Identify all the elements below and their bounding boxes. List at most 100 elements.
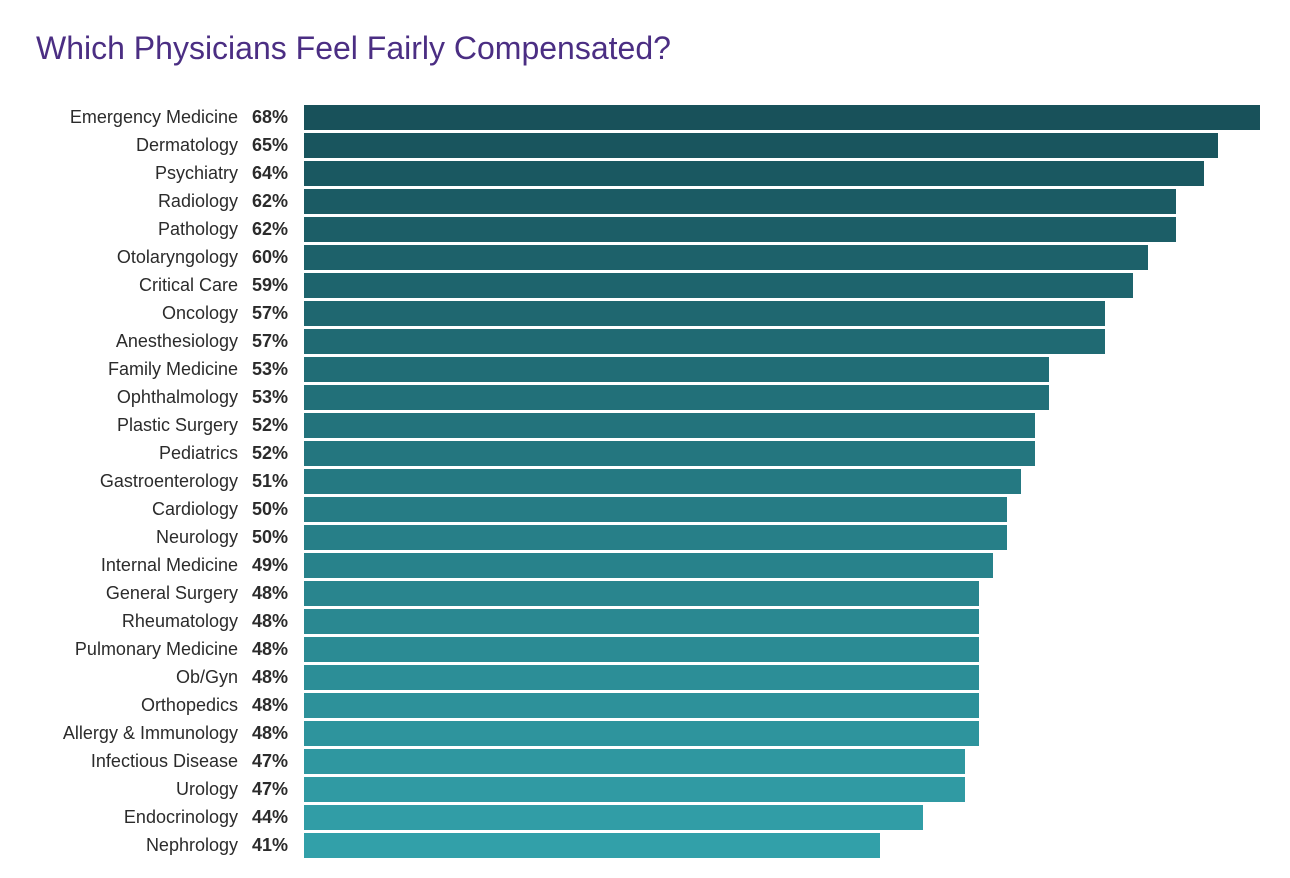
bar-fill — [304, 469, 1021, 494]
row-percent: 41% — [252, 835, 304, 856]
bar-track — [304, 553, 1260, 578]
chart-row: Emergency Medicine68% — [30, 105, 1260, 130]
bar-fill — [304, 273, 1133, 298]
bar-track — [304, 637, 1260, 662]
row-label: Nephrology — [30, 835, 252, 856]
bar-fill — [304, 329, 1105, 354]
row-percent: 48% — [252, 583, 304, 604]
bar-track — [304, 105, 1260, 130]
row-percent: 57% — [252, 331, 304, 352]
row-percent: 49% — [252, 555, 304, 576]
chart-row: Critical Care59% — [30, 273, 1260, 298]
row-label: Ob/Gyn — [30, 667, 252, 688]
row-label: Rheumatology — [30, 611, 252, 632]
row-percent: 53% — [252, 387, 304, 408]
row-percent: 50% — [252, 499, 304, 520]
chart-row: Internal Medicine49% — [30, 553, 1260, 578]
row-label: Emergency Medicine — [30, 107, 252, 128]
row-label: Allergy & Immunology — [30, 723, 252, 744]
bar-track — [304, 413, 1260, 438]
chart-row: Cardiology50% — [30, 497, 1260, 522]
bar-track — [304, 161, 1260, 186]
row-percent: 50% — [252, 527, 304, 548]
chart-row: Radiology62% — [30, 189, 1260, 214]
row-percent: 62% — [252, 191, 304, 212]
chart-row: General Surgery48% — [30, 581, 1260, 606]
bar-track — [304, 581, 1260, 606]
bar-fill — [304, 217, 1176, 242]
chart-row: Plastic Surgery52% — [30, 413, 1260, 438]
chart-row: Nephrology41% — [30, 833, 1260, 858]
chart-row: Urology47% — [30, 777, 1260, 802]
bar-track — [304, 497, 1260, 522]
chart-row: Dermatology65% — [30, 133, 1260, 158]
bar-track — [304, 217, 1260, 242]
row-percent: 60% — [252, 247, 304, 268]
row-percent: 48% — [252, 695, 304, 716]
row-label: Urology — [30, 779, 252, 800]
bar-fill — [304, 161, 1204, 186]
bar-track — [304, 665, 1260, 690]
chart-row: Pulmonary Medicine48% — [30, 637, 1260, 662]
chart-row: Endocrinology44% — [30, 805, 1260, 830]
chart-row: Anesthesiology57% — [30, 329, 1260, 354]
row-percent: 65% — [252, 135, 304, 156]
bar-fill — [304, 777, 965, 802]
bar-track — [304, 525, 1260, 550]
chart-row: Family Medicine53% — [30, 357, 1260, 382]
row-label: Oncology — [30, 303, 252, 324]
bar-fill — [304, 637, 979, 662]
bar-fill — [304, 301, 1105, 326]
chart-row: Otolaryngology60% — [30, 245, 1260, 270]
bar-fill — [304, 749, 965, 774]
chart-title: Which Physicians Feel Fairly Compensated… — [36, 30, 1260, 67]
bar-track — [304, 609, 1260, 634]
bar-fill — [304, 693, 979, 718]
row-label: Gastroenterology — [30, 471, 252, 492]
row-percent: 59% — [252, 275, 304, 296]
chart-row: Ophthalmology53% — [30, 385, 1260, 410]
row-percent: 64% — [252, 163, 304, 184]
bar-track — [304, 189, 1260, 214]
bar-fill — [304, 581, 979, 606]
bar-track — [304, 833, 1260, 858]
bar-track — [304, 273, 1260, 298]
row-label: Otolaryngology — [30, 247, 252, 268]
bar-fill — [304, 357, 1049, 382]
row-percent: 68% — [252, 107, 304, 128]
bar-fill — [304, 385, 1049, 410]
chart-row: Pathology62% — [30, 217, 1260, 242]
chart-row: Ob/Gyn48% — [30, 665, 1260, 690]
row-percent: 47% — [252, 779, 304, 800]
row-percent: 48% — [252, 667, 304, 688]
bar-track — [304, 329, 1260, 354]
bar-fill — [304, 525, 1007, 550]
row-percent: 62% — [252, 219, 304, 240]
bar-fill — [304, 721, 979, 746]
bar-fill — [304, 497, 1007, 522]
bar-track — [304, 245, 1260, 270]
row-label: Dermatology — [30, 135, 252, 156]
row-percent: 48% — [252, 723, 304, 744]
row-label: Radiology — [30, 191, 252, 212]
bar-fill — [304, 665, 979, 690]
bar-track — [304, 357, 1260, 382]
bar-track — [304, 777, 1260, 802]
chart-row: Psychiatry64% — [30, 161, 1260, 186]
row-percent: 48% — [252, 611, 304, 632]
row-label: Infectious Disease — [30, 751, 252, 772]
bar-fill — [304, 245, 1148, 270]
bar-fill — [304, 413, 1035, 438]
row-label: Anesthesiology — [30, 331, 252, 352]
bar-fill — [304, 833, 880, 858]
row-label: General Surgery — [30, 583, 252, 604]
bar-track — [304, 805, 1260, 830]
row-percent: 51% — [252, 471, 304, 492]
bar-fill — [304, 609, 979, 634]
chart-row: Oncology57% — [30, 301, 1260, 326]
bar-track — [304, 693, 1260, 718]
bar-track — [304, 385, 1260, 410]
bar-track — [304, 469, 1260, 494]
bar-track — [304, 749, 1260, 774]
bar-fill — [304, 805, 923, 830]
